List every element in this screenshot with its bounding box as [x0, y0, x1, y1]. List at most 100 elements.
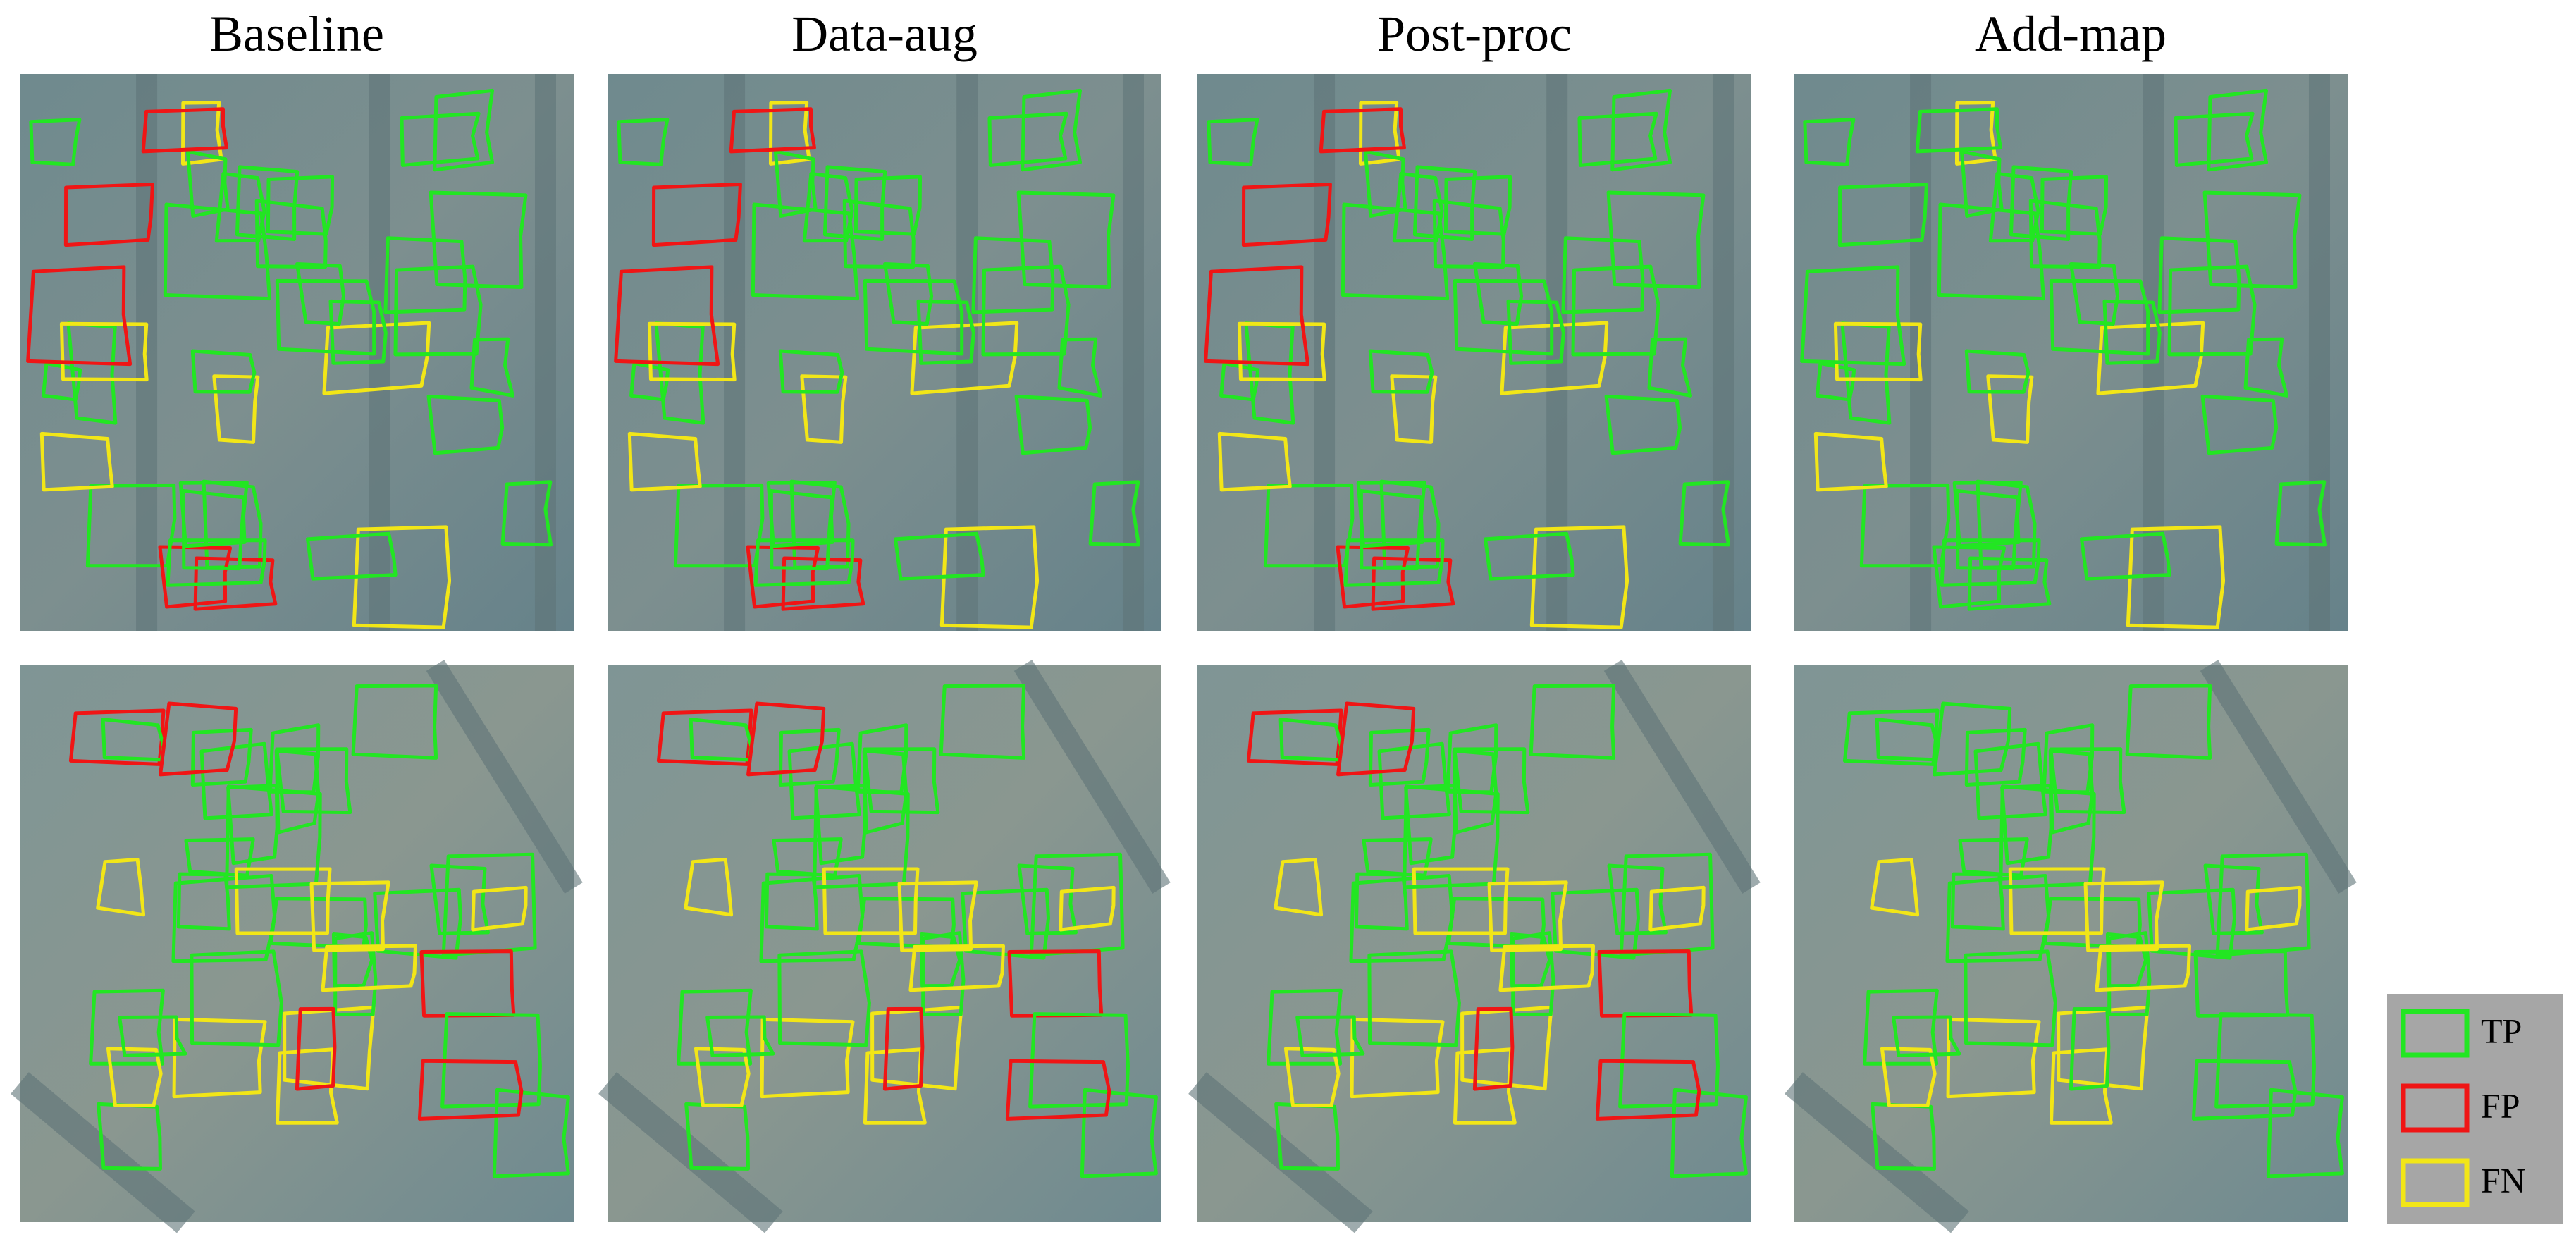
building-outline [212, 374, 260, 444]
building-outline [2049, 1047, 2113, 1125]
building-outline [1350, 1017, 1445, 1099]
building-outline [266, 175, 335, 236]
building-outline [1295, 1015, 1365, 1057]
legend-label: FP [2481, 1085, 2520, 1125]
building-outline [1368, 349, 1434, 394]
building-outline [1964, 949, 2057, 1047]
building-outline [1484, 531, 1575, 581]
road [2200, 660, 2357, 894]
building-outline [309, 880, 390, 952]
building-outline [910, 321, 1019, 395]
building-outline [42, 361, 82, 402]
building-outline [429, 863, 490, 935]
building-outline [2215, 852, 2311, 957]
building-outline [883, 261, 934, 326]
building-outline [274, 749, 321, 835]
building-outline [419, 949, 516, 1018]
building-outline [1958, 837, 2029, 877]
building-outline [1937, 202, 2046, 301]
building-outline [66, 321, 118, 425]
building-outline [166, 538, 267, 587]
building-outline [1390, 374, 1438, 444]
building-outline [322, 321, 431, 395]
building-outline [159, 701, 238, 777]
legend-swatch [2401, 1158, 2470, 1207]
road [1013, 660, 1171, 894]
building-outline [1443, 175, 1512, 236]
building-outline [2174, 111, 2255, 167]
building-outline [1267, 988, 1343, 1066]
building-outline [225, 784, 322, 889]
building-outline [184, 837, 255, 877]
building-outline [59, 321, 149, 382]
legend: TP FP FN [2387, 994, 2563, 1224]
road [1712, 74, 1734, 631]
building-outline [1029, 852, 1125, 957]
building-outline [656, 708, 753, 766]
building-outline [1648, 885, 1706, 932]
building-outline [2243, 337, 2289, 398]
building-outline [1453, 278, 1554, 356]
building-outline [180, 101, 223, 166]
building-outline [295, 1006, 337, 1091]
building-outline [235, 165, 300, 242]
building-outline [1915, 107, 2002, 154]
building-outline [1842, 708, 1940, 766]
building-outline [1880, 1047, 1937, 1107]
road [2308, 74, 2330, 631]
building-outline [1595, 1059, 1701, 1121]
building-outline [1412, 867, 1510, 935]
building-outline [471, 885, 528, 932]
building-outline [647, 321, 737, 382]
building-outline [614, 265, 720, 367]
building-outline [29, 118, 82, 166]
building-outline [234, 867, 332, 935]
building-outline [759, 874, 865, 963]
building-outline [275, 278, 376, 356]
building-outline [1319, 107, 1406, 154]
road [1314, 74, 1336, 631]
building-outline [96, 857, 146, 917]
building-outline [1973, 741, 2047, 820]
building-outline [492, 1088, 570, 1178]
column-title: Add-map [1975, 6, 2167, 62]
building-outline [1473, 261, 1524, 326]
road [426, 660, 583, 894]
building-outline [2266, 1088, 2344, 1178]
building-outline [1954, 101, 1997, 166]
legend-label: TP [2481, 1011, 2522, 1050]
building-outline [1945, 874, 2051, 963]
building-outline [1343, 538, 1445, 587]
building-outline [2008, 867, 2106, 935]
building-outline [1678, 480, 1731, 547]
building-outline [1870, 857, 1920, 917]
building-outline [654, 321, 705, 425]
image-panel [11, 660, 583, 1233]
road [534, 74, 556, 631]
building-outline [351, 684, 438, 760]
building-outline [1354, 872, 1409, 931]
image-panel [1785, 660, 2357, 1233]
building-outline [1955, 488, 2021, 571]
building-outline [987, 111, 1068, 167]
building-outline [1833, 321, 1923, 382]
building-outline [2009, 165, 2073, 242]
building-outline [1204, 265, 1310, 367]
building-outline [190, 349, 257, 394]
building-outline [1341, 202, 1450, 301]
building-outline [746, 701, 826, 777]
building-outline [2167, 264, 2257, 357]
image-panel [608, 74, 1161, 631]
building-outline [1837, 183, 1928, 247]
building-outline [2069, 1006, 2111, 1091]
building-outline [760, 1017, 855, 1099]
building-outline [1933, 701, 2012, 777]
building-outline [1080, 1088, 1158, 1178]
building-outline [2040, 175, 2109, 236]
building-outline [178, 480, 249, 548]
building-outline [1604, 394, 1682, 455]
building-outline [921, 931, 966, 1017]
building-outline [333, 931, 378, 1017]
building-outline [617, 118, 670, 166]
